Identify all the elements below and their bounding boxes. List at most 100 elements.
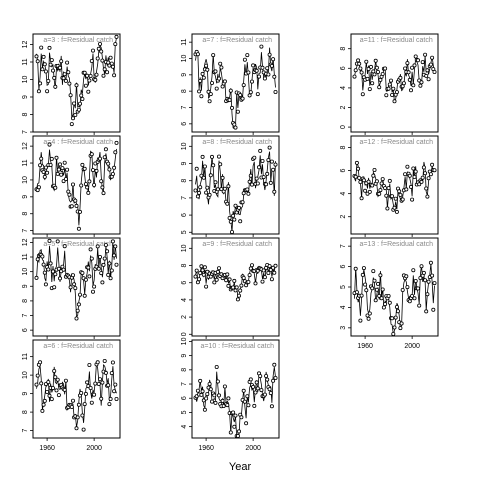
data-point bbox=[394, 90, 399, 95]
data-point bbox=[227, 98, 232, 103]
data-point bbox=[61, 76, 66, 81]
data-point bbox=[358, 318, 363, 323]
data-point bbox=[269, 277, 274, 282]
data-point bbox=[231, 213, 236, 218]
data-point bbox=[394, 304, 399, 309]
panel-9: 0 2 4 6 8 a=11 : f=Residual catch bbox=[340, 33, 439, 135]
y-tick-label: 8 bbox=[181, 89, 188, 93]
data-point bbox=[71, 398, 76, 403]
data-point bbox=[197, 277, 202, 282]
data-point bbox=[357, 61, 362, 66]
data-point bbox=[58, 276, 63, 281]
data-point bbox=[76, 226, 81, 231]
data-point bbox=[408, 88, 413, 93]
data-point bbox=[107, 402, 112, 407]
data-point bbox=[401, 81, 406, 86]
data-point bbox=[255, 386, 260, 391]
data-point bbox=[56, 393, 61, 398]
data-point bbox=[67, 192, 72, 197]
data-point bbox=[43, 69, 48, 74]
data-point bbox=[266, 270, 271, 275]
data-point bbox=[211, 53, 216, 58]
data-point bbox=[367, 87, 372, 92]
data-point bbox=[233, 203, 238, 208]
x-tick-label: 2000 bbox=[404, 343, 420, 350]
data-point bbox=[101, 73, 106, 78]
data-point bbox=[100, 280, 105, 285]
data-point bbox=[228, 88, 233, 93]
data-point bbox=[226, 396, 231, 401]
data-point bbox=[80, 270, 85, 275]
data-point bbox=[195, 52, 200, 57]
y-tick-label: 2 bbox=[340, 105, 347, 109]
data-point bbox=[105, 70, 110, 75]
data-point bbox=[386, 86, 391, 91]
data-point bbox=[35, 257, 40, 262]
data-point bbox=[407, 173, 412, 178]
data-point bbox=[430, 162, 435, 167]
data-point bbox=[220, 175, 225, 180]
data-point bbox=[271, 378, 276, 383]
y-tick-label: 3 bbox=[340, 326, 347, 330]
data-point bbox=[375, 70, 380, 75]
data-point bbox=[216, 266, 221, 271]
data-point bbox=[423, 278, 428, 283]
data-point bbox=[208, 92, 213, 97]
data-point bbox=[42, 270, 47, 275]
data-point bbox=[258, 374, 263, 379]
data-point bbox=[81, 427, 86, 432]
data-point bbox=[265, 171, 270, 176]
data-point bbox=[102, 67, 107, 72]
data-point bbox=[91, 289, 96, 294]
panel-title: a=13 : f=Residual catch bbox=[359, 241, 433, 248]
data-point bbox=[62, 387, 67, 392]
y-tick-label: 2 bbox=[340, 215, 347, 219]
x-tick-label: 1960 bbox=[357, 343, 373, 350]
data-point bbox=[209, 399, 214, 404]
data-point bbox=[367, 189, 372, 194]
data-point bbox=[68, 93, 73, 98]
data-point bbox=[93, 381, 98, 386]
data-point bbox=[261, 175, 266, 180]
data-point bbox=[423, 52, 428, 57]
data-point bbox=[113, 42, 118, 47]
data-point bbox=[426, 77, 431, 82]
y-tick-label: 6 bbox=[340, 265, 347, 269]
data-point bbox=[88, 385, 93, 390]
panel-7: 0 2 4 6 8 10 a=9 : f=Residual catch bbox=[181, 237, 280, 339]
data-point bbox=[99, 271, 104, 276]
y-tick-label: 6 bbox=[340, 66, 347, 70]
data-point bbox=[411, 166, 416, 171]
data-point bbox=[98, 42, 103, 47]
data-point bbox=[413, 278, 418, 283]
data-point bbox=[387, 300, 392, 305]
y-tick-label: 8 bbox=[22, 112, 29, 116]
data-point bbox=[87, 179, 92, 184]
data-point bbox=[100, 58, 105, 63]
data-point bbox=[38, 163, 43, 168]
data-point bbox=[379, 181, 384, 186]
data-point bbox=[106, 272, 111, 277]
fitted-line bbox=[36, 148, 117, 226]
data-point bbox=[247, 93, 252, 98]
data-point bbox=[424, 186, 429, 191]
data-point bbox=[83, 391, 88, 396]
data-point bbox=[214, 364, 219, 369]
data-point bbox=[393, 196, 398, 201]
data-point bbox=[56, 167, 61, 172]
data-point bbox=[408, 184, 413, 189]
data-point bbox=[94, 168, 99, 173]
y-tick-label: 8 bbox=[340, 47, 347, 51]
data-point bbox=[380, 287, 385, 292]
panel-frame bbox=[350, 33, 439, 133]
data-point bbox=[371, 269, 376, 274]
panels-layer: 7 8 9 10 11 12 a=3 : f=Residual catch 7 8 9 10 11 12… bbox=[22, 33, 439, 452]
panel-title: a=8 : f=Residual catch bbox=[202, 139, 272, 146]
data-point bbox=[112, 73, 117, 78]
data-point bbox=[236, 205, 241, 210]
y-tick-label: 6 bbox=[181, 213, 188, 217]
data-point bbox=[195, 194, 200, 199]
data-point bbox=[73, 113, 78, 118]
data-point bbox=[45, 170, 50, 175]
data-point bbox=[360, 272, 365, 277]
